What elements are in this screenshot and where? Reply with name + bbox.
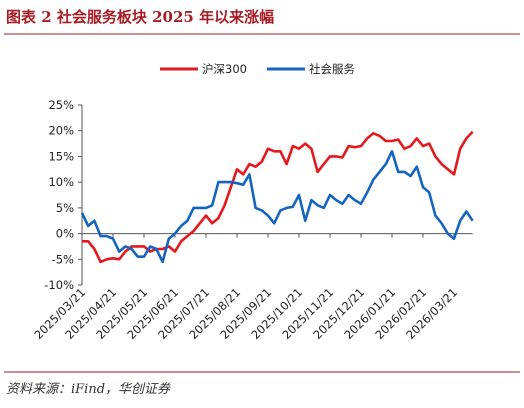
y-tick-label: 10% [48,175,74,189]
legend-label: 沪深300 [202,62,247,76]
chart-title: 图表 2 社会服务板块 2025 年以来涨幅 [6,8,274,26]
y-tick-label: 20% [48,124,74,138]
y-tick-label: 0% [56,227,74,241]
y-tick-label: 5% [56,201,74,215]
y-tick-label: -10% [44,278,74,292]
y-tick-label: -5% [52,252,74,266]
series-line [82,130,474,264]
source-note: 资料来源：iFind，华创证券 [6,382,171,397]
legend-label: 社会服务 [309,62,355,76]
y-tick-label: 25% [48,98,74,112]
y-tick-label: 15% [48,149,74,163]
series-line [80,150,474,264]
